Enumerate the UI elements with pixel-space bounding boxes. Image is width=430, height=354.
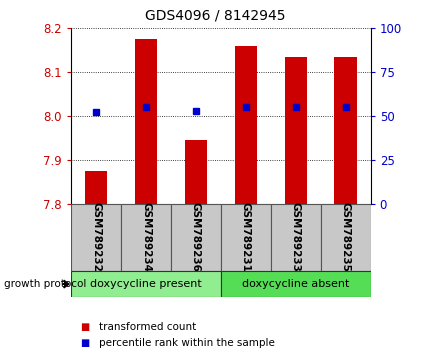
Text: ■: ■ [80,338,89,348]
Bar [121,204,171,271]
Bar [220,271,370,297]
Bar [71,204,121,271]
Bar [135,39,157,204]
Text: percentile rank within the sample: percentile rank within the sample [99,338,274,348]
Text: GDS4096 / 8142945: GDS4096 / 8142945 [145,9,285,23]
Text: doxycycline absent: doxycycline absent [242,279,349,289]
Text: GSM789233: GSM789233 [290,202,300,272]
Bar [220,204,270,271]
Bar [284,57,306,204]
Bar [320,204,370,271]
Text: ■: ■ [80,322,89,332]
Bar [234,46,256,204]
Bar [171,204,220,271]
Bar [184,140,207,204]
Bar [71,271,221,297]
Text: growth protocol: growth protocol [4,279,86,289]
Text: GSM789235: GSM789235 [340,202,350,272]
Text: doxycycline present: doxycycline present [90,279,201,289]
FancyArrow shape [62,280,69,288]
Bar [85,171,107,204]
Text: GSM789234: GSM789234 [141,202,150,272]
Text: GSM789231: GSM789231 [240,202,250,272]
Bar [334,57,356,204]
Text: transformed count: transformed count [99,322,196,332]
Text: GSM789236: GSM789236 [190,202,200,272]
Text: GSM789232: GSM789232 [91,202,101,272]
Bar [270,204,320,271]
